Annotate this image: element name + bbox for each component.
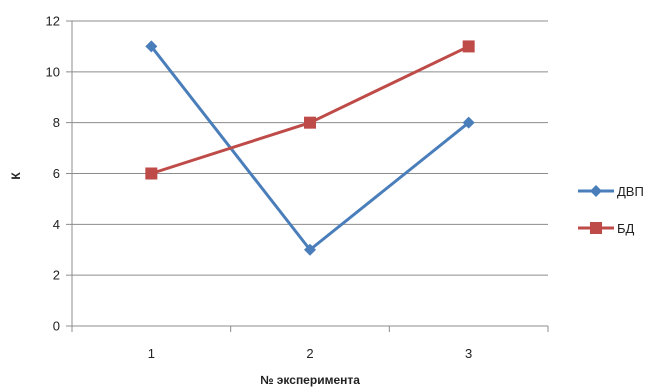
y-axis-ticks: 0 2 4 6 8 10 12 <box>46 14 60 334</box>
x-axis-ticks: 1 2 3 <box>71 326 549 361</box>
x-axis-title: № эксперимента <box>260 373 360 387</box>
data-point <box>145 40 158 53</box>
legend-label: БД <box>617 221 635 236</box>
series-group <box>145 40 475 256</box>
y-tick-label: 8 <box>53 115 60 130</box>
legend: ДВП БД <box>578 184 644 236</box>
y-tick-label: 2 <box>53 268 60 283</box>
legend-marker <box>590 185 602 197</box>
data-point <box>304 243 316 256</box>
data-point <box>462 40 475 53</box>
legend-label: ДВП <box>617 184 644 199</box>
series-line <box>150 45 470 252</box>
legend-entry: ДВП <box>578 184 644 199</box>
x-tick-label: 3 <box>465 346 472 361</box>
series-line <box>150 45 470 175</box>
x-tick-label: 1 <box>148 346 155 361</box>
data-point <box>462 116 475 129</box>
y-tick-label: 4 <box>53 217 60 232</box>
gridlines <box>66 20 548 327</box>
y-axis-title: К <box>9 172 23 180</box>
legend-entry: БД <box>578 221 635 236</box>
legend-marker <box>590 222 602 234</box>
y-tick-label: 0 <box>53 319 60 334</box>
y-tick-label: 6 <box>53 166 60 181</box>
series-1 <box>145 40 475 256</box>
data-point <box>304 116 316 129</box>
series-2 <box>145 40 475 180</box>
data-point <box>145 167 158 180</box>
x-tick-label: 2 <box>306 346 313 361</box>
y-tick-label: 12 <box>46 14 60 29</box>
y-tick-label: 10 <box>46 64 60 79</box>
